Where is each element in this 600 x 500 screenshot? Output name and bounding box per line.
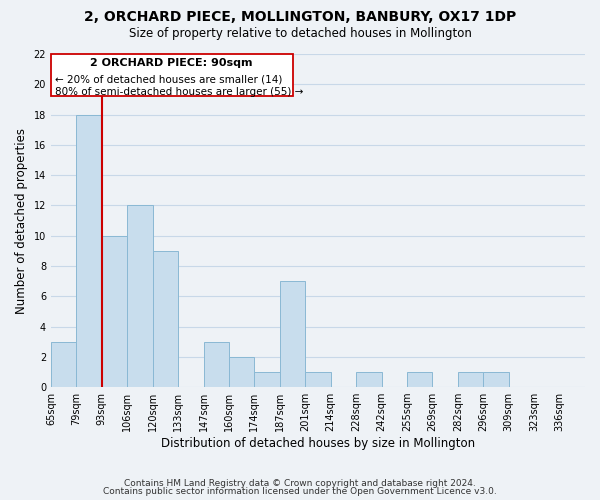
Bar	[203, 342, 229, 387]
Bar	[127, 206, 152, 387]
Text: 80% of semi-detached houses are larger (55) →: 80% of semi-detached houses are larger (…	[55, 87, 303, 97]
Bar	[76, 114, 102, 387]
Bar	[229, 357, 254, 387]
Text: Size of property relative to detached houses in Mollington: Size of property relative to detached ho…	[128, 28, 472, 40]
Bar	[483, 372, 509, 387]
Bar	[356, 372, 382, 387]
Text: 2, ORCHARD PIECE, MOLLINGTON, BANBURY, OX17 1DP: 2, ORCHARD PIECE, MOLLINGTON, BANBURY, O…	[84, 10, 516, 24]
Bar	[305, 372, 331, 387]
Bar	[51, 342, 76, 387]
Bar	[254, 372, 280, 387]
Text: 2 ORCHARD PIECE: 90sqm: 2 ORCHARD PIECE: 90sqm	[91, 58, 253, 68]
X-axis label: Distribution of detached houses by size in Mollington: Distribution of detached houses by size …	[161, 437, 475, 450]
Bar	[458, 372, 483, 387]
FancyBboxPatch shape	[51, 54, 293, 96]
Y-axis label: Number of detached properties: Number of detached properties	[15, 128, 28, 314]
Bar	[152, 251, 178, 387]
Text: ← 20% of detached houses are smaller (14): ← 20% of detached houses are smaller (14…	[55, 74, 282, 85]
Bar	[280, 281, 305, 387]
Bar	[102, 236, 127, 387]
Text: Contains HM Land Registry data © Crown copyright and database right 2024.: Contains HM Land Registry data © Crown c…	[124, 478, 476, 488]
Bar	[407, 372, 433, 387]
Text: Contains public sector information licensed under the Open Government Licence v3: Contains public sector information licen…	[103, 487, 497, 496]
